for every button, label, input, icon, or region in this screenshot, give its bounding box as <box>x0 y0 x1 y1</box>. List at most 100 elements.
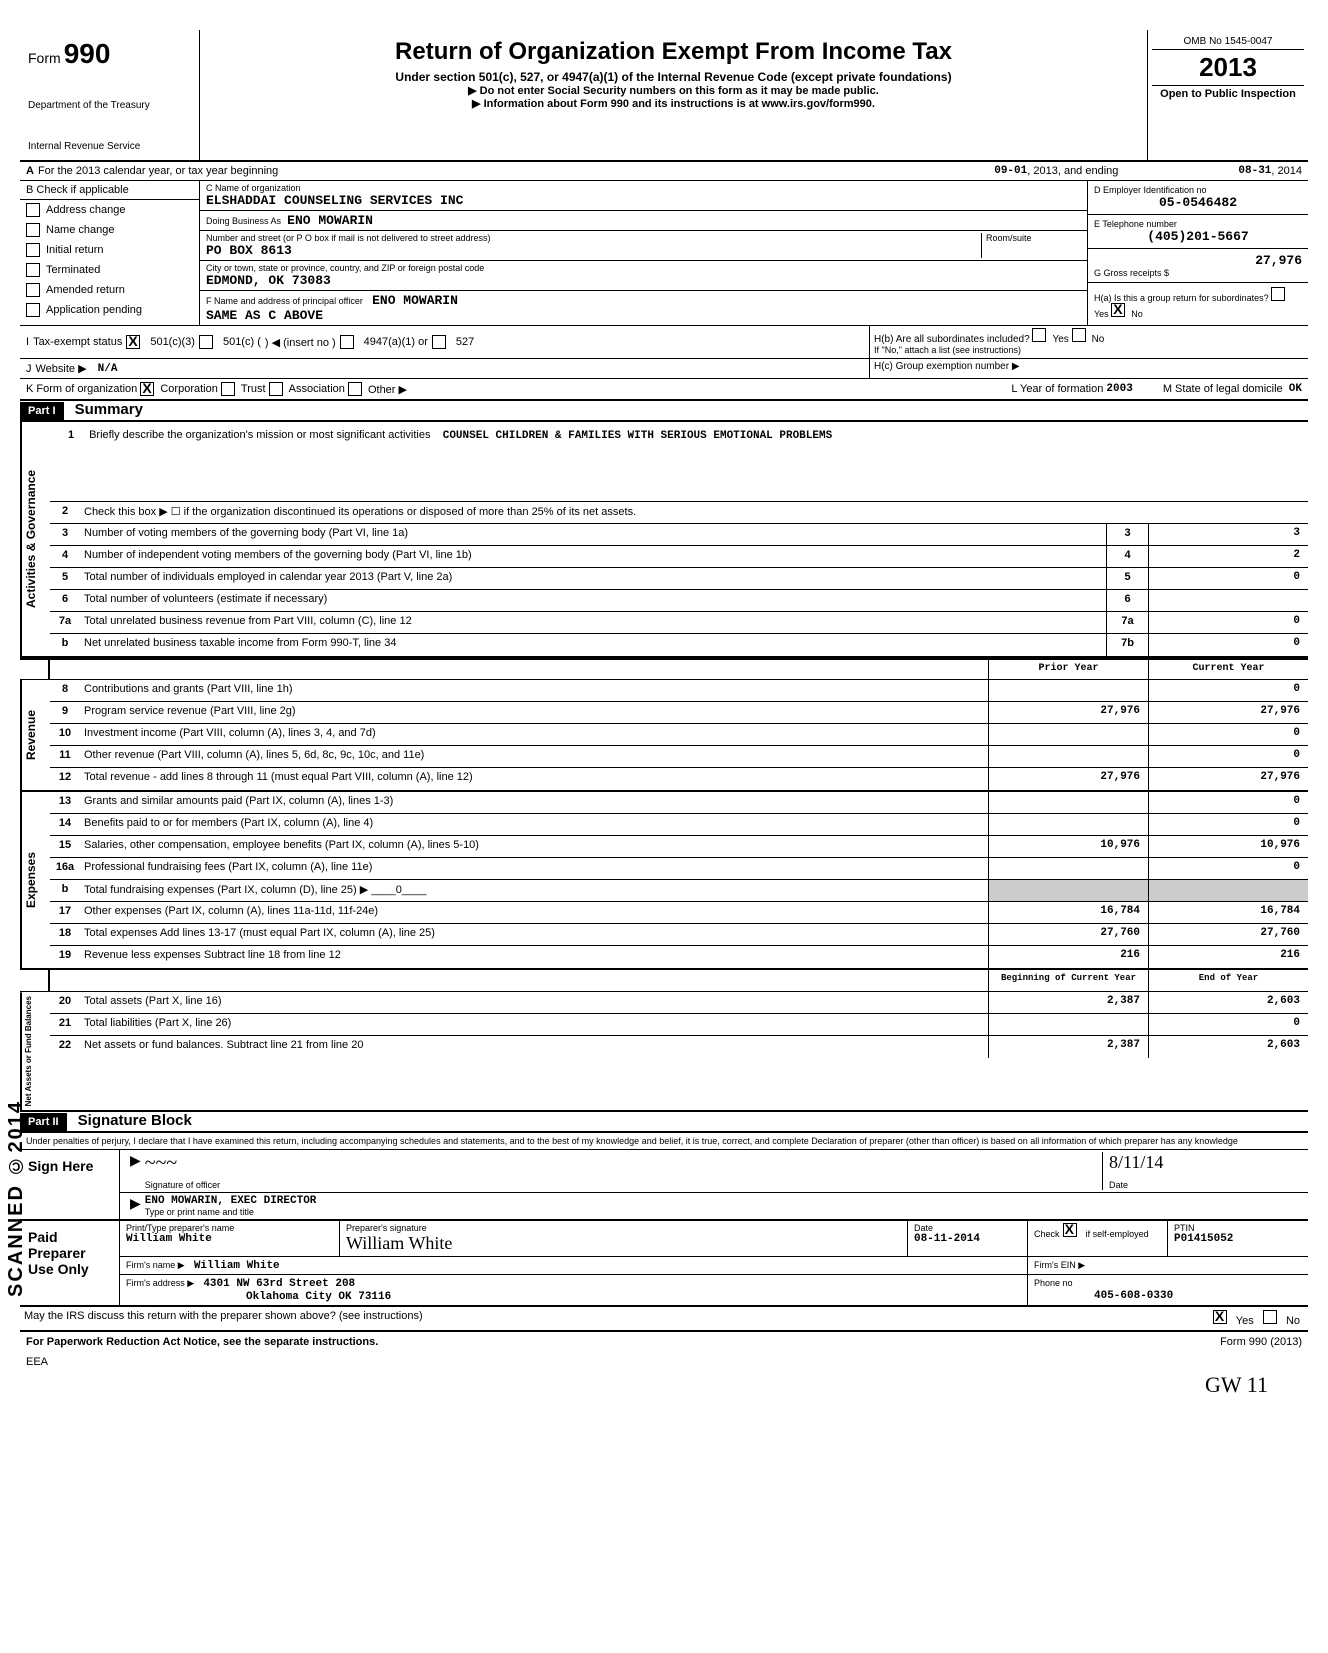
line-row: 18Total expenses Add lines 13-17 (must e… <box>50 924 1308 946</box>
line-row: 21Total liabilities (Part X, line 26)0 <box>50 1014 1308 1036</box>
line-text: Total assets (Part X, line 16) <box>80 992 988 1013</box>
ha-label: H(a) <box>1094 293 1112 303</box>
check-self-employed[interactable] <box>1063 1223 1077 1237</box>
check-discuss-no[interactable] <box>1263 1310 1277 1324</box>
line-num: 10 <box>50 724 80 745</box>
instruct-2: ▶ Information about Form 990 and its ins… <box>220 97 1127 110</box>
check-hb-yes[interactable] <box>1032 328 1046 342</box>
prior-val <box>988 880 1148 901</box>
line-2-num: 2 <box>50 502 80 523</box>
line-5-box: 5 <box>1106 568 1148 589</box>
ha-text: Is this a group return for subordinates? <box>1114 293 1269 303</box>
prep-name: William White <box>126 1233 333 1245</box>
line-row: 22Net assets or fund balances. Subtract … <box>50 1036 1308 1058</box>
check-ha-no[interactable] <box>1111 303 1125 317</box>
line-7b-text: Net unrelated business taxable income fr… <box>80 634 1106 656</box>
prep-signature[interactable]: William White <box>346 1233 901 1254</box>
form-title: Return of Organization Exempt From Incom… <box>220 38 1127 66</box>
column-c: C Name of organization ELSHADDAI COUNSEL… <box>200 181 1088 325</box>
prior-val <box>988 792 1148 813</box>
form-label: Form <box>28 50 61 66</box>
line-7b-val: 0 <box>1148 634 1308 656</box>
current-val: 27,976 <box>1148 702 1308 723</box>
check-terminated[interactable] <box>26 263 40 277</box>
check-app-pending[interactable] <box>26 303 40 317</box>
row-i-label: I <box>26 336 29 348</box>
line-num: 16a <box>50 858 80 879</box>
row-k-label: K <box>26 383 33 395</box>
row-a-text1: For the 2013 calendar year, or tax year … <box>38 165 278 177</box>
line-row: 11Other revenue (Part VIII, column (A), … <box>50 746 1308 768</box>
line-row: 16aProfessional fundraising fees (Part I… <box>50 858 1308 880</box>
street-value: PO BOX 8613 <box>206 243 292 258</box>
line-text: Revenue less expenses Subtract line 18 f… <box>80 946 988 968</box>
label-501c3: 501(c)(3) <box>150 336 195 348</box>
line-6-val <box>1148 590 1308 611</box>
line-num: 18 <box>50 924 80 945</box>
line-7b-box: 7b <box>1106 634 1148 656</box>
line-4-val: 2 <box>1148 546 1308 567</box>
check-amended[interactable] <box>26 283 40 297</box>
check-label-name: Name change <box>46 224 115 236</box>
firm-addr-2: Oklahoma City OK 73116 <box>246 1291 391 1303</box>
tax-year-begin: 09-01 <box>994 165 1027 177</box>
line-text: Professional fundraising fees (Part IX, … <box>80 858 988 879</box>
check-discuss-yes[interactable] <box>1213 1310 1227 1324</box>
check-other[interactable] <box>348 382 362 396</box>
current-val: 2,603 <box>1148 1036 1308 1058</box>
label-527: 527 <box>456 336 474 348</box>
omb-number: OMB No 1545-0047 <box>1152 34 1304 50</box>
hb-label: H(b) <box>874 334 893 345</box>
check-name-change[interactable] <box>26 223 40 237</box>
check-corp[interactable] <box>140 382 154 396</box>
line-6-text: Total number of volunteers (estimate if … <box>80 590 1106 611</box>
officer-signature[interactable]: ~~~ <box>145 1152 1102 1180</box>
ptin-label: PTIN <box>1174 1223 1302 1233</box>
check-4947[interactable] <box>340 335 354 349</box>
check-address-change[interactable] <box>26 203 40 217</box>
check-ha-yes[interactable] <box>1271 287 1285 301</box>
ha-no-label: No <box>1131 309 1143 319</box>
tax-year-end: 08-31 <box>1238 165 1271 177</box>
discuss-row: May the IRS discuss this return with the… <box>20 1307 1308 1331</box>
line-1-text: Briefly describe the organization's miss… <box>89 429 430 441</box>
label-4947: 4947(a)(1) or <box>364 336 428 348</box>
domicile-value: OK <box>1289 383 1302 395</box>
prep-check-label: Check <box>1034 1229 1060 1239</box>
firm-addr-1: 4301 NW 63rd Street 208 <box>203 1278 355 1290</box>
check-527[interactable] <box>432 335 446 349</box>
line-row: bTotal fundraising expenses (Part IX, co… <box>50 880 1308 902</box>
row-i: I Tax-exempt status 501(c)(3) 501(c) ( )… <box>20 326 1308 359</box>
city-value: EDMOND, OK 73083 <box>206 273 331 288</box>
line-text: Total revenue - add lines 8 through 11 (… <box>80 768 988 790</box>
label-corp: Corporation <box>160 383 217 395</box>
expenses-vlabel: Expenses <box>20 792 50 968</box>
line-row: 20Total assets (Part X, line 16)2,3872,6… <box>50 992 1308 1014</box>
prior-val: 27,976 <box>988 768 1148 790</box>
revenue-section: Revenue 8Contributions and grants (Part … <box>20 680 1308 792</box>
check-trust[interactable] <box>221 382 235 396</box>
header: Form 990 Department of the Treasury Inte… <box>20 30 1308 162</box>
ptin-value: P01415052 <box>1174 1233 1302 1245</box>
line-5-num: 5 <box>50 568 80 589</box>
prep-date: 08-11-2014 <box>914 1233 1021 1245</box>
line-text: Contributions and grants (Part VIII, lin… <box>80 680 988 701</box>
row-a: A For the 2013 calendar year, or tax yea… <box>20 162 1308 181</box>
check-assoc[interactable] <box>269 382 283 396</box>
check-501c[interactable] <box>199 335 213 349</box>
current-val: 16,784 <box>1148 902 1308 923</box>
revenue-vlabel: Revenue <box>20 680 50 790</box>
hb-yes-label: Yes <box>1052 334 1068 345</box>
instruct-1: ▶ Do not enter Social Security numbers o… <box>220 84 1127 97</box>
check-hb-no[interactable] <box>1072 328 1086 342</box>
check-501c3[interactable] <box>126 335 140 349</box>
line-4-num: 4 <box>50 546 80 567</box>
check-initial-return[interactable] <box>26 243 40 257</box>
line-num: 20 <box>50 992 80 1013</box>
line-row: 14Benefits paid to or for members (Part … <box>50 814 1308 836</box>
officer-addr: SAME AS C ABOVE <box>206 308 323 323</box>
prior-val: 2,387 <box>988 1036 1148 1058</box>
current-val: 0 <box>1148 680 1308 701</box>
prior-val <box>988 814 1148 835</box>
current-val: 0 <box>1148 858 1308 879</box>
